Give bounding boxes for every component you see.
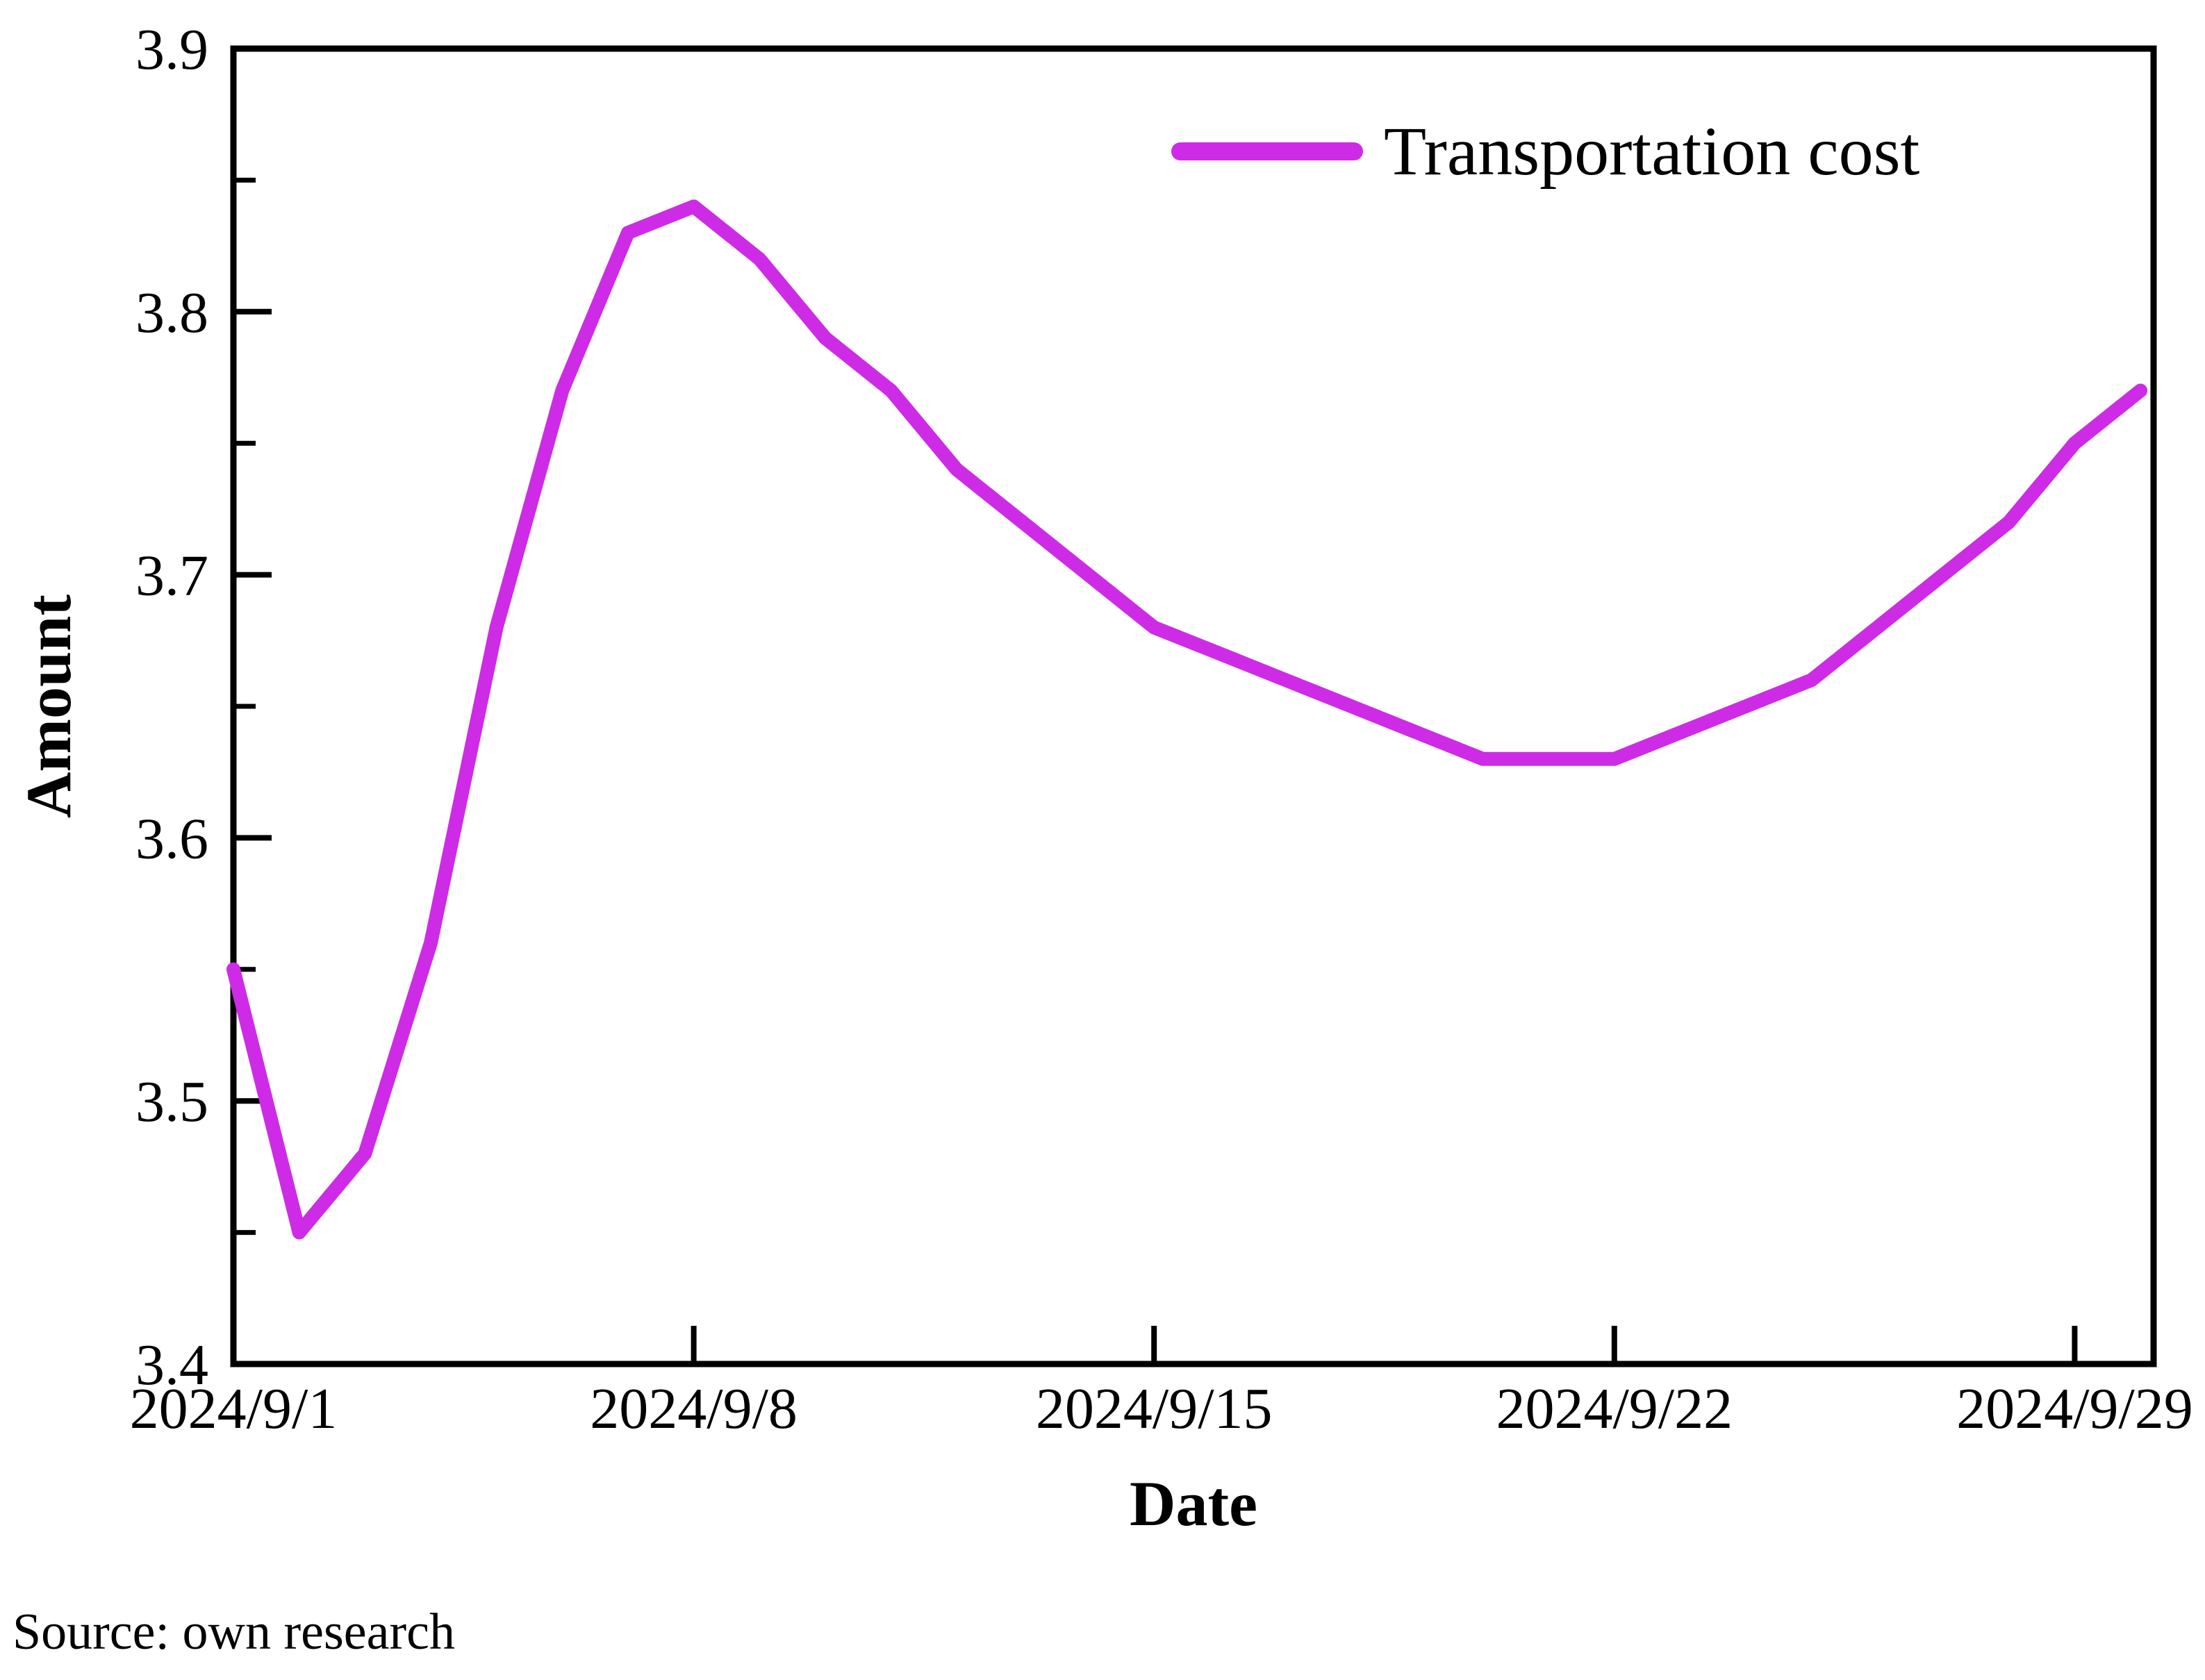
source-note: Source: own research [13, 1604, 455, 1661]
plot-frame [230, 45, 2157, 1367]
y-axis-title: Amount [13, 594, 84, 819]
x-tick-label: 2024/9/15 [1036, 1377, 1273, 1441]
legend-line-swatch [1171, 142, 1363, 160]
legend: Transportation cost [1171, 113, 1919, 190]
x-tick-label: 2024/9/1 [130, 1377, 338, 1441]
y-tick-label: 3.6 [135, 806, 208, 871]
x-axis-title: Date [1130, 1468, 1257, 1539]
y-tick-label: 3.4 [135, 1333, 208, 1397]
legend-label: Transportation cost [1384, 113, 1920, 190]
y-tick-label: 3.9 [135, 17, 208, 82]
x-tick-label: 2024/9/29 [1956, 1377, 2193, 1441]
transportation-cost-line [226, 199, 2148, 1240]
y-tick-label: 3.7 [135, 544, 208, 608]
x-tick-label: 2024/9/8 [590, 1377, 798, 1441]
x-tick-label: 2024/9/22 [1496, 1377, 1733, 1441]
y-tick-label: 3.8 [135, 281, 208, 345]
y-tick-label: 3.5 [135, 1070, 208, 1134]
